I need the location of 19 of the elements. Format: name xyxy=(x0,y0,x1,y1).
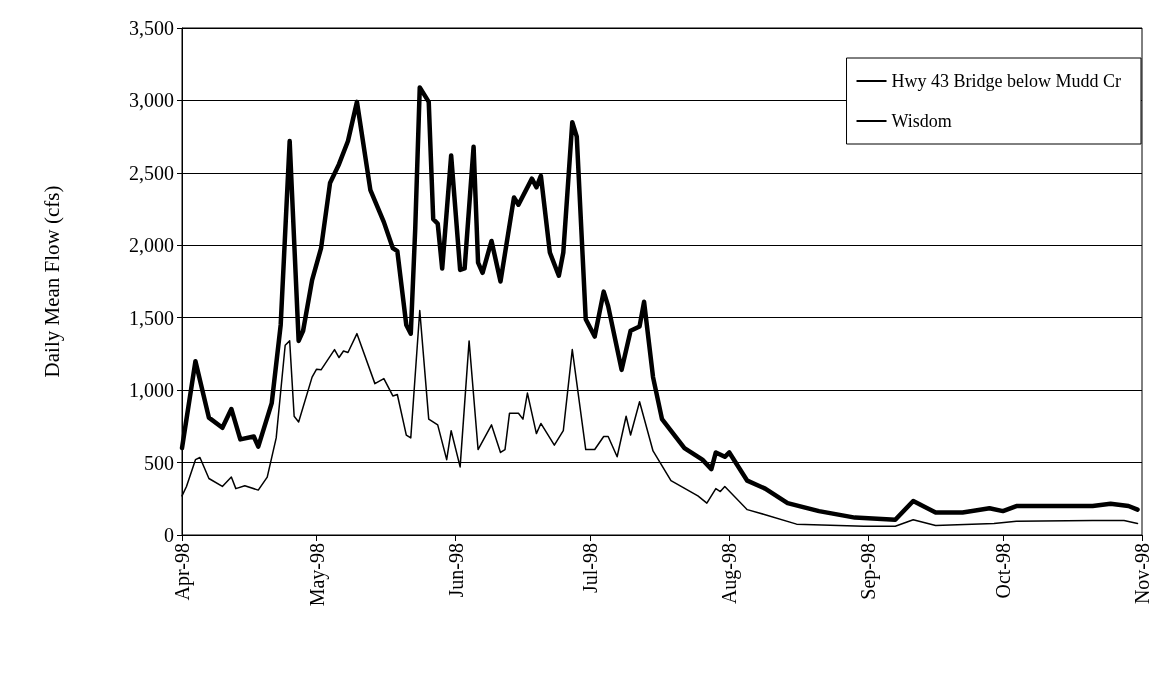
x-tick-label: Nov-98 xyxy=(1131,543,1153,605)
x-tick-label: Jul-98 xyxy=(579,543,602,593)
x-tick-label: Sep-98 xyxy=(857,543,881,600)
x-tick-label: Apr-98 xyxy=(171,543,194,601)
legend-label: Wisdom xyxy=(891,111,952,131)
x-tick-label: Jun-98 xyxy=(444,543,467,598)
y-axis-title: Daily Mean Flow (cfs) xyxy=(39,185,64,378)
y-tick-label: 1,000 xyxy=(129,379,174,402)
y-tick-label: 500 xyxy=(144,451,174,474)
x-tick-label: Oct-98 xyxy=(991,543,1014,599)
y-tick-label: 3,000 xyxy=(129,89,174,112)
y-tick-label: 2,000 xyxy=(129,234,174,257)
y-tick-label: 3,500 xyxy=(129,17,174,39)
x-tick-label: Aug-98 xyxy=(718,543,742,605)
y-tick-label: 2,500 xyxy=(129,161,174,184)
legend-label: Hwy 43 Bridge below Mudd Cr xyxy=(891,71,1122,91)
y-tick-label: 0 xyxy=(164,524,174,546)
x-tick-label: May-98 xyxy=(305,543,329,607)
y-tick-label: 1,500 xyxy=(129,306,174,329)
